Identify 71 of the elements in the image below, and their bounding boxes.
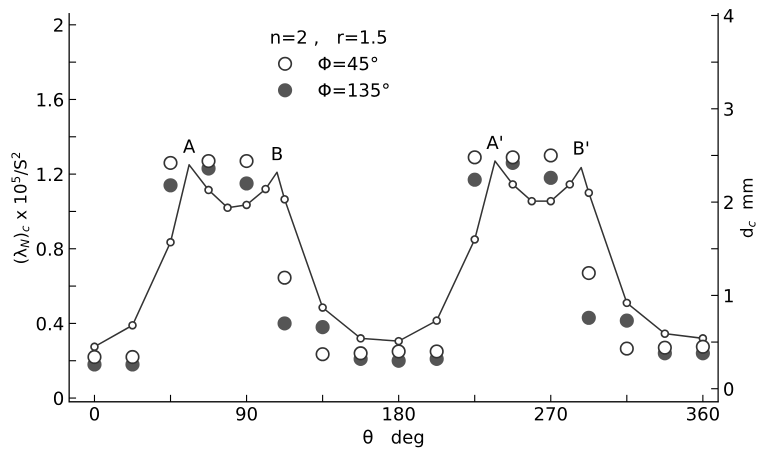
point — [166, 238, 175, 247]
point — [544, 170, 558, 185]
point — [392, 344, 406, 358]
point — [565, 180, 574, 189]
point — [354, 346, 368, 360]
y2-tick-label: 0 — [724, 382, 734, 396]
x-tick-label: 0 — [90, 406, 100, 421]
x-tick-label: 90 — [236, 406, 257, 421]
legend-label: Φ=45° — [318, 56, 378, 70]
point — [582, 310, 596, 325]
point — [584, 188, 594, 198]
legend-title: n=2 , r=1.5 — [271, 30, 386, 46]
y-tick-label: 1.2 — [38, 168, 62, 181]
point — [128, 320, 137, 330]
point — [318, 303, 327, 312]
point — [468, 172, 482, 187]
point — [620, 314, 634, 328]
point — [527, 196, 536, 206]
point — [223, 203, 232, 212]
point — [90, 342, 99, 352]
point — [278, 270, 292, 285]
annotation: A — [183, 140, 196, 153]
x-tick-label: 360 — [687, 406, 719, 421]
point — [658, 340, 672, 355]
point — [506, 150, 520, 164]
y-tick-label: 0 — [54, 392, 64, 406]
y-tick-label: 0.8 — [36, 242, 64, 256]
point — [432, 316, 441, 325]
point — [163, 156, 178, 170]
point — [239, 176, 254, 191]
x-axis-title: θ deg — [363, 430, 424, 448]
point — [544, 148, 558, 163]
y-tick-label: 2 — [54, 18, 62, 32]
y-tick-label: 0.4 — [36, 316, 64, 331]
point — [468, 150, 482, 164]
point — [87, 350, 102, 364]
point — [316, 320, 330, 334]
x-tick-label: 270 — [534, 406, 567, 421]
y-tick-label: 1.6 — [38, 92, 64, 107]
point — [508, 180, 518, 189]
point — [125, 350, 140, 364]
point — [582, 266, 596, 280]
point — [620, 342, 634, 356]
point — [278, 316, 292, 330]
annotation: A' — [486, 136, 502, 149]
point — [546, 196, 556, 206]
point — [316, 347, 330, 362]
point — [470, 235, 480, 244]
x-tick-label: 180 — [383, 406, 415, 421]
y2-tick-label: 4 — [724, 9, 734, 22]
y2-tick-label: 1 — [724, 289, 733, 302]
point — [622, 298, 632, 308]
y2-axis-title: d$_{c}$ mm — [740, 178, 756, 238]
point — [430, 344, 444, 358]
point — [163, 178, 178, 192]
point — [242, 200, 251, 210]
point — [280, 195, 289, 204]
point — [204, 186, 213, 194]
y2-tick-label: 3 — [724, 102, 733, 116]
legend-label: Φ=135° — [318, 83, 389, 97]
y-axis-title: (λ$_{N}$)$_{c}$ x 10$^{5}$/S$^{2}$ — [11, 152, 30, 263]
point — [660, 329, 670, 338]
annotation: B' — [574, 141, 588, 155]
point — [356, 334, 365, 343]
annotation: B — [272, 147, 282, 160]
y2-tick-label: 2 — [724, 196, 733, 209]
point — [239, 154, 254, 168]
point — [261, 184, 270, 194]
point — [696, 340, 710, 354]
point — [394, 336, 403, 346]
point — [201, 154, 216, 168]
